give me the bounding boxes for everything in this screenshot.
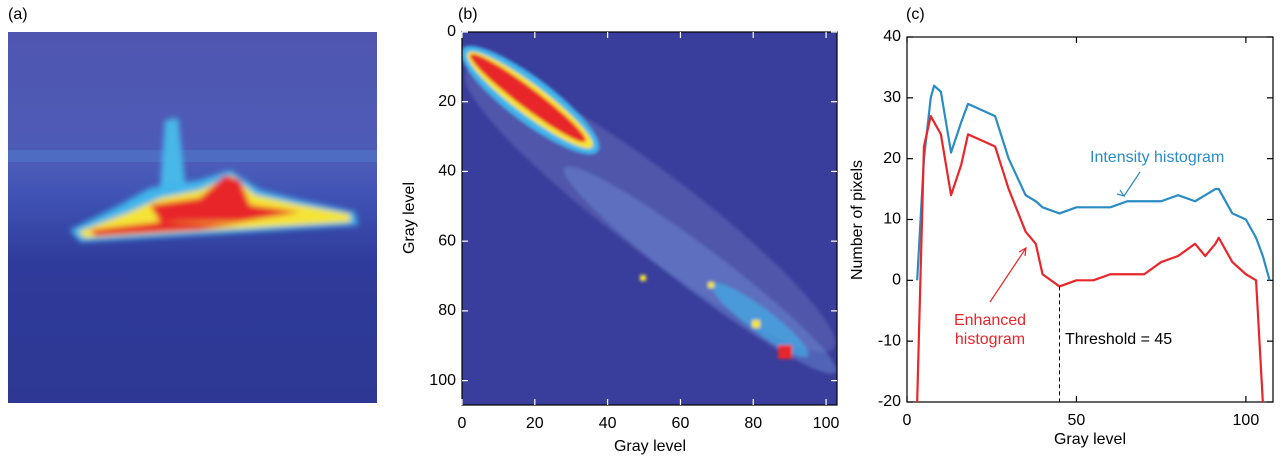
annotation-arrow — [989, 247, 1027, 303]
x-tick-label: 40 — [599, 415, 617, 432]
y-axis-title: Number of pixels — [849, 160, 866, 280]
series-line — [916, 84, 1271, 281]
series-annotation: Intensity histogram — [1090, 149, 1224, 166]
y-tick-label: -20 — [878, 393, 901, 410]
x-tick-label: 100 — [813, 415, 840, 432]
x-tick-label: 100 — [1233, 412, 1260, 429]
y-tick-label: 100 — [429, 372, 456, 389]
y-tick-label: 20 — [883, 150, 901, 167]
y-tick-label: -10 — [878, 332, 901, 349]
panel-label: (a) — [8, 6, 28, 23]
y-tick-label: 30 — [883, 89, 901, 106]
annotation-arrowhead — [1116, 189, 1126, 198]
annotation-arrowhead — [1018, 246, 1027, 257]
y-tick-label: 10 — [883, 211, 901, 228]
y-tick-label: 40 — [883, 28, 901, 45]
ship-image — [8, 32, 377, 403]
threshold-label: Threshold = 45 — [1065, 331, 1172, 348]
y-tick-label: 20 — [438, 93, 456, 110]
y-tick-label: 60 — [438, 232, 456, 249]
x-tick-label: 60 — [672, 415, 690, 432]
x-tick-label: 0 — [458, 415, 467, 432]
y-tick-label: 40 — [438, 163, 456, 180]
x-tick-label: 50 — [1068, 412, 1086, 429]
heatmap-image — [462, 32, 837, 405]
x-tick-label: 0 — [903, 412, 912, 429]
series-line — [916, 114, 1264, 403]
panel-label: (b) — [458, 6, 478, 23]
x-tick-label: 20 — [526, 415, 544, 432]
annotation-arrow — [1123, 171, 1141, 197]
panel-label: (c) — [906, 6, 925, 23]
x-axis-title: Gray level — [614, 438, 686, 455]
y-tick-label: 80 — [438, 302, 456, 319]
y-tick-label: 0 — [892, 272, 901, 289]
x-tick-label: 80 — [744, 415, 762, 432]
plot-frame — [461, 31, 838, 406]
x-axis-title: Gray level — [1054, 431, 1126, 448]
series-annotation: Enhanced histogram — [953, 312, 1027, 348]
y-axis-title: Gray level — [401, 182, 418, 254]
y-tick-label: 0 — [447, 23, 456, 40]
